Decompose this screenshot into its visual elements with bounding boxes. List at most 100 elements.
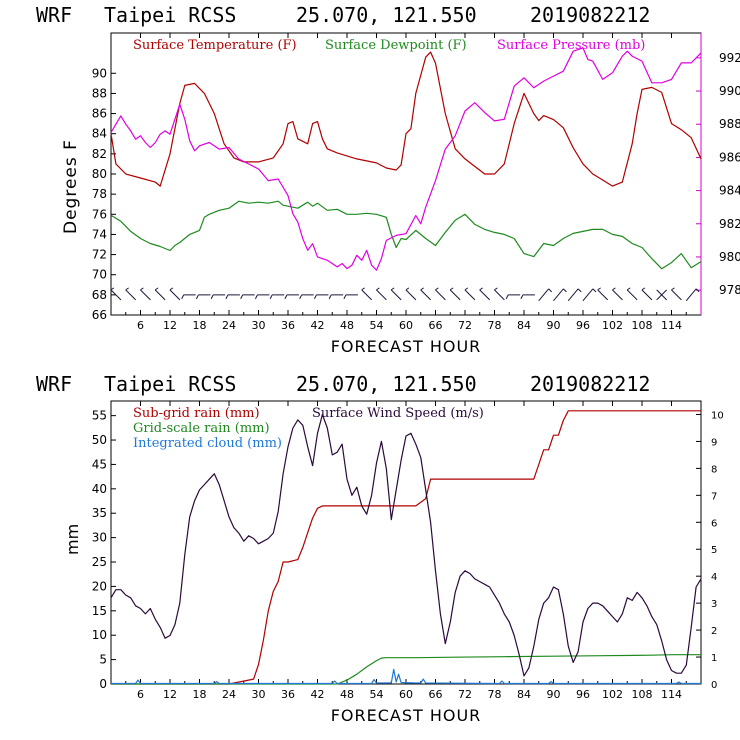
legend-temperature: Surface Temperature (F)	[133, 38, 297, 53]
y-tick-label: 15	[92, 604, 107, 618]
subgrid-rain-line	[111, 410, 701, 685]
wind-barb	[390, 287, 402, 301]
x-tick-label: 54	[370, 319, 384, 332]
wind-barb	[254, 294, 270, 300]
x-tick-label: 78	[488, 319, 502, 332]
wind-barb	[567, 288, 582, 302]
legend-pressure: Surface Pressure (mb)	[497, 38, 645, 53]
y2-tick-label: 988	[719, 117, 740, 131]
y-tick-label: 90	[92, 66, 107, 80]
x-axis-label: FORECAST HOUR	[331, 337, 482, 356]
wind-barb	[240, 294, 255, 300]
y2-tick-label: 986	[719, 150, 740, 164]
y-tick-label: 35	[92, 506, 107, 520]
y2-tick-label: 982	[719, 217, 740, 231]
wind-barb	[328, 294, 344, 300]
x-tick-label: 42	[311, 319, 325, 332]
wind-barb	[343, 294, 358, 300]
wind-barb	[181, 294, 196, 300]
wind-barb	[449, 287, 461, 301]
x-tick-label: 72	[458, 688, 472, 701]
header-model: WRF	[36, 3, 72, 27]
x-tick-label: 24	[222, 688, 236, 701]
y2-tick-label: 990	[719, 84, 740, 98]
wind-barb	[538, 288, 553, 302]
y-tick-label: 86	[92, 107, 107, 121]
gridscale-rain-line	[111, 654, 701, 685]
x-tick-label: 108	[632, 319, 653, 332]
x-tick-label: 66	[429, 319, 443, 332]
chart-temperature-pressure: Surface Temperature (F) Surface Dewpoint…	[61, 32, 740, 356]
x-tick-label: 84	[517, 319, 531, 332]
wind-barb	[464, 287, 476, 301]
x-tick-label: 18	[193, 319, 207, 332]
wind-barb	[582, 288, 597, 302]
wind-barb	[140, 287, 151, 301]
y-tick-label: 45	[92, 457, 107, 471]
wind-barb	[284, 294, 299, 300]
wind-barb	[195, 294, 211, 300]
chart-rain-wind: Sub-grid rain (mm) Grid-scale rain (mm) …	[63, 400, 724, 725]
wind-barb	[435, 287, 446, 301]
x-tick-label: 12	[163, 319, 177, 332]
y-tick-label: 82	[92, 147, 107, 161]
x-tick-label: 96	[576, 319, 590, 332]
wind-barb	[685, 288, 700, 302]
y-tick-label: 25	[92, 555, 107, 569]
y-tick-label: 76	[92, 207, 107, 221]
y2-tick-label: 9	[711, 437, 717, 448]
temperature-line	[110, 51, 702, 187]
y2-tick-label: 8	[711, 464, 717, 475]
y-axis-label: Degrees F	[61, 139, 81, 234]
x-tick-label: 60	[399, 688, 413, 701]
header-init-time-2: 2019082212	[530, 372, 650, 396]
y-tick-label: 88	[92, 86, 107, 100]
x-tick-label: 90	[547, 319, 561, 332]
pressure-line	[110, 47, 702, 271]
y2-tick-label: 992	[719, 51, 740, 65]
x-tick-label: 78	[488, 688, 502, 701]
x-tick-label: 6	[137, 319, 144, 332]
x-tick-label: 114	[661, 688, 682, 701]
y2-tick-label: 984	[719, 184, 740, 198]
x-tick-label: 48	[340, 319, 354, 332]
wind-barb	[299, 294, 314, 300]
wind-barb	[405, 287, 417, 301]
x-tick-label: 108	[632, 688, 653, 701]
x-tick-label: 18	[193, 688, 207, 701]
wind-barb	[376, 287, 387, 301]
y2-tick-label: 980	[719, 250, 740, 264]
plot-frame	[110, 32, 702, 316]
x-tick-label: 36	[281, 319, 295, 332]
wind-barb	[520, 294, 535, 300]
wind-barb	[641, 287, 653, 301]
wind-barb	[479, 287, 491, 301]
y-tick-label: 72	[92, 248, 107, 262]
wind-barb	[626, 287, 638, 301]
x-tick-label: 90	[547, 688, 561, 701]
legend-subgrid-rain: Sub-grid rain (mm)	[133, 406, 260, 421]
wind-barb	[110, 287, 122, 301]
y-tick-label: 66	[92, 308, 107, 322]
wind-barb	[361, 287, 373, 301]
legend-dewpoint: Surface Dewpoint (F)	[325, 38, 467, 53]
y-tick-label: 68	[92, 288, 107, 302]
y-tick-label: 10	[92, 628, 107, 642]
x-tick-label: 84	[517, 688, 531, 701]
x-tick-label: 102	[602, 688, 623, 701]
x-tick-label: 72	[458, 319, 472, 332]
y2-tick-label: 1	[711, 653, 717, 664]
wind-barb	[656, 289, 668, 301]
x-tick-label: 102	[602, 319, 623, 332]
x-tick-label: 42	[311, 688, 325, 701]
x-tick-label: 48	[340, 688, 354, 701]
y2-tick-label: 978	[719, 283, 740, 297]
wind-barb	[597, 287, 609, 301]
y2-tick-label: 6	[711, 518, 717, 529]
header-station-2: Taipei RCSS	[104, 372, 236, 396]
y-tick-label: 30	[92, 531, 107, 545]
y-axis-label-2: mm	[63, 524, 82, 555]
wind-barb	[494, 287, 505, 301]
y2-tick-label: 10	[711, 410, 724, 421]
